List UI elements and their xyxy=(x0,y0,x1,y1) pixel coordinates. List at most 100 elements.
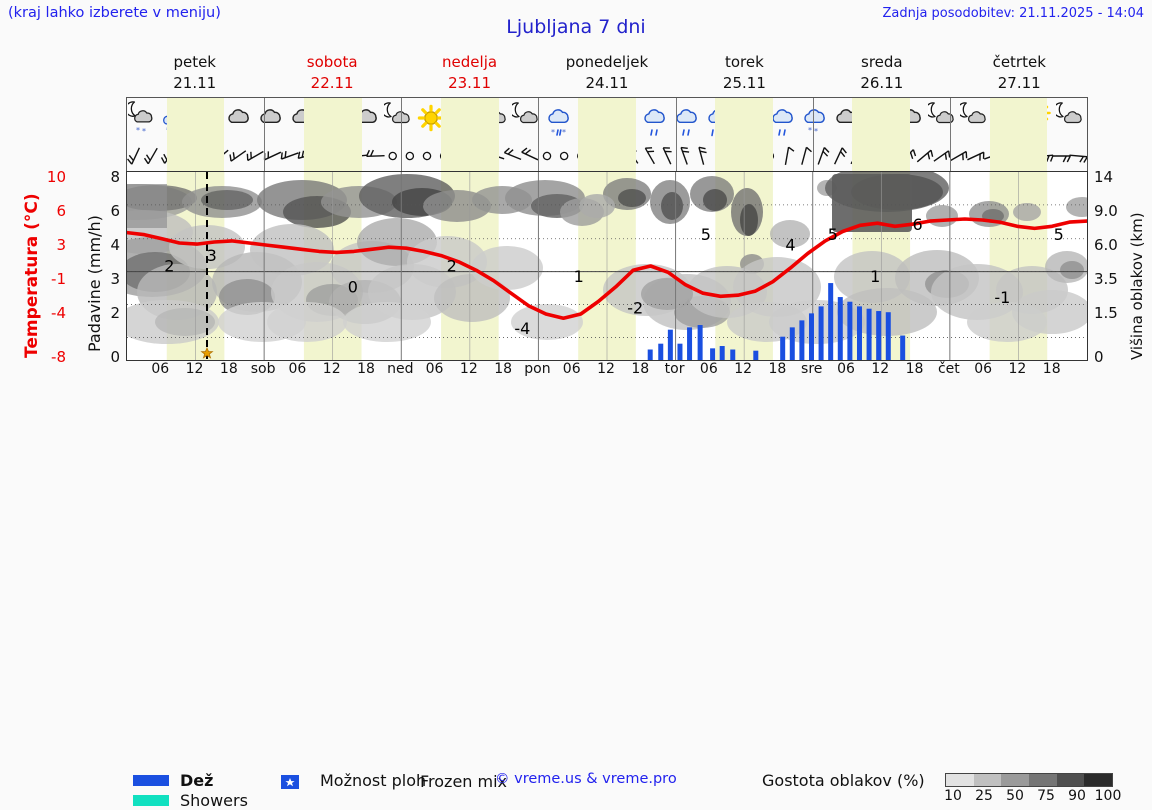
cloud-density-step xyxy=(946,774,974,786)
axis-tick-label: 6.0 xyxy=(1094,236,1118,254)
wind-barb xyxy=(950,150,968,162)
time-tick-label: 12 xyxy=(185,361,204,377)
precipitation-bar xyxy=(837,297,843,360)
day-separator xyxy=(401,142,403,171)
precipitation-bar xyxy=(687,327,693,360)
temperature-labels: 2 3 0 2 -4 1 -2 5 4 5 6 1 -1 5 xyxy=(164,215,1064,338)
daylight-band xyxy=(166,98,225,142)
time-tick-label: pon xyxy=(524,361,551,377)
cloud-density-step xyxy=(1029,774,1057,786)
wind-barb xyxy=(280,150,299,160)
wind-barb xyxy=(503,147,522,161)
time-tick-label: 06 xyxy=(562,361,581,377)
temperature-point-label: 6 xyxy=(912,215,922,234)
wind-barb xyxy=(698,146,707,165)
wind-barb xyxy=(1052,155,1071,163)
time-tick-label: ned xyxy=(387,361,414,377)
daylight-band xyxy=(715,142,773,171)
temperature-point-label: 2 xyxy=(164,257,174,276)
weather-icon-cell xyxy=(223,98,255,142)
wind-barb xyxy=(801,146,812,165)
day-date: 23.11 xyxy=(448,74,492,92)
credit-link[interactable]: © vreme.us & vreme.pro xyxy=(495,771,677,787)
daylight-band xyxy=(441,98,499,142)
wind-barb xyxy=(127,147,141,165)
precipitation-bar xyxy=(866,308,872,360)
axis-tick-label: 4 xyxy=(110,236,120,254)
day-separator xyxy=(401,98,403,142)
precipitation-bar xyxy=(828,283,834,360)
axis-tick-label: 9.0 xyxy=(1094,202,1118,220)
wind-barb xyxy=(1069,154,1087,163)
time-tick-label: 06 xyxy=(837,361,855,377)
time-tick-label: 12 xyxy=(597,361,615,377)
temperature-point-label: 1 xyxy=(574,267,584,286)
temperature-point-label: -4 xyxy=(514,319,530,338)
daylight-band xyxy=(989,98,1048,142)
time-tick-label: tor xyxy=(664,361,685,377)
day-header-nedelja: nedelja 23.11 xyxy=(401,52,538,96)
time-tick-label: 06 xyxy=(425,361,444,377)
wind-barb xyxy=(680,146,690,165)
cloud-density-colorbar xyxy=(945,773,1113,787)
axis-tick-label: 14 xyxy=(1094,168,1114,186)
day-header-row: petek 21.11 sobota 22.11 nedelja 23.11 ponedel… xyxy=(126,52,1088,96)
temperature-point-label: 3 xyxy=(207,246,217,265)
precipitation-bar xyxy=(847,301,853,360)
day-name: sobota xyxy=(306,53,358,71)
weather-icon-cell: ** xyxy=(799,98,831,142)
page-title: Ljubljana 7 dni xyxy=(506,16,646,38)
precipitation-bar xyxy=(876,311,882,360)
day-separator xyxy=(675,142,677,171)
meteogram-plot[interactable]: 2 3 0 2 -4 1 -2 5 4 5 6 1 -1 5 xyxy=(126,171,1088,361)
daylight-band xyxy=(578,142,636,171)
location-menu-note: (kraj lahko izberete v meniju) xyxy=(8,5,221,21)
daylight-band xyxy=(852,142,911,171)
weather-icon-cell xyxy=(767,98,799,142)
precipitation-bar xyxy=(780,336,786,360)
wind-barb xyxy=(662,147,672,165)
rain-swatch xyxy=(133,775,169,786)
wind-barb xyxy=(143,147,158,165)
precipitation-bar xyxy=(885,312,891,360)
temperature-point-label: 5 xyxy=(1054,225,1064,244)
day-date: 22.11 xyxy=(310,74,354,92)
cloud-density-tick: 25 xyxy=(975,788,993,804)
wind-barb xyxy=(405,151,415,161)
wind-barb xyxy=(542,151,552,161)
chance-showers-swatch xyxy=(281,774,299,789)
axis-tick-label: -4 xyxy=(51,304,66,322)
day-header-ponedeljek: ponedeljek 24.11 xyxy=(538,52,675,96)
day-date: 25.11 xyxy=(722,74,766,92)
chance-showers-label: Možnost ploh xyxy=(320,771,427,790)
day-header-petek: petek 21.11 xyxy=(126,52,263,96)
wind-barb-strip xyxy=(126,142,1088,171)
time-tick-label: 12 xyxy=(322,361,341,377)
cloud-density-step xyxy=(1056,774,1085,786)
day-separator xyxy=(812,142,814,171)
precipitation-bar xyxy=(730,349,736,360)
day-header-četrtek: četrtek 27.11 xyxy=(951,52,1088,96)
day-date: 21.11 xyxy=(173,74,217,92)
wind-barb xyxy=(933,150,951,162)
daylight-band xyxy=(578,98,636,142)
precipitation-bar xyxy=(753,350,759,360)
precipitation-bar xyxy=(697,325,703,360)
day-separator xyxy=(538,142,540,171)
temperature-tick-labels: 10 6 3 -1 -4 -8 xyxy=(38,160,66,370)
precipitation-bar xyxy=(710,348,716,360)
frozen-mix-label: Frozen mix xyxy=(420,772,508,791)
cloud-density-tick: 10 xyxy=(944,788,962,804)
svg-text:*: * xyxy=(562,128,566,137)
precipitation-bar xyxy=(658,343,664,360)
temperature-point-label: 2 xyxy=(447,257,457,276)
wind-barb xyxy=(521,147,539,161)
precipitation-bar xyxy=(808,313,814,360)
cloud-density-tick: 75 xyxy=(1037,788,1055,804)
time-tick-label: 18 xyxy=(357,361,375,377)
wind-barb xyxy=(559,151,569,161)
wind-barb xyxy=(422,151,432,161)
weather-icon-cell xyxy=(1055,98,1087,142)
daylight-band xyxy=(303,142,362,171)
precipitation-bar xyxy=(856,306,862,360)
